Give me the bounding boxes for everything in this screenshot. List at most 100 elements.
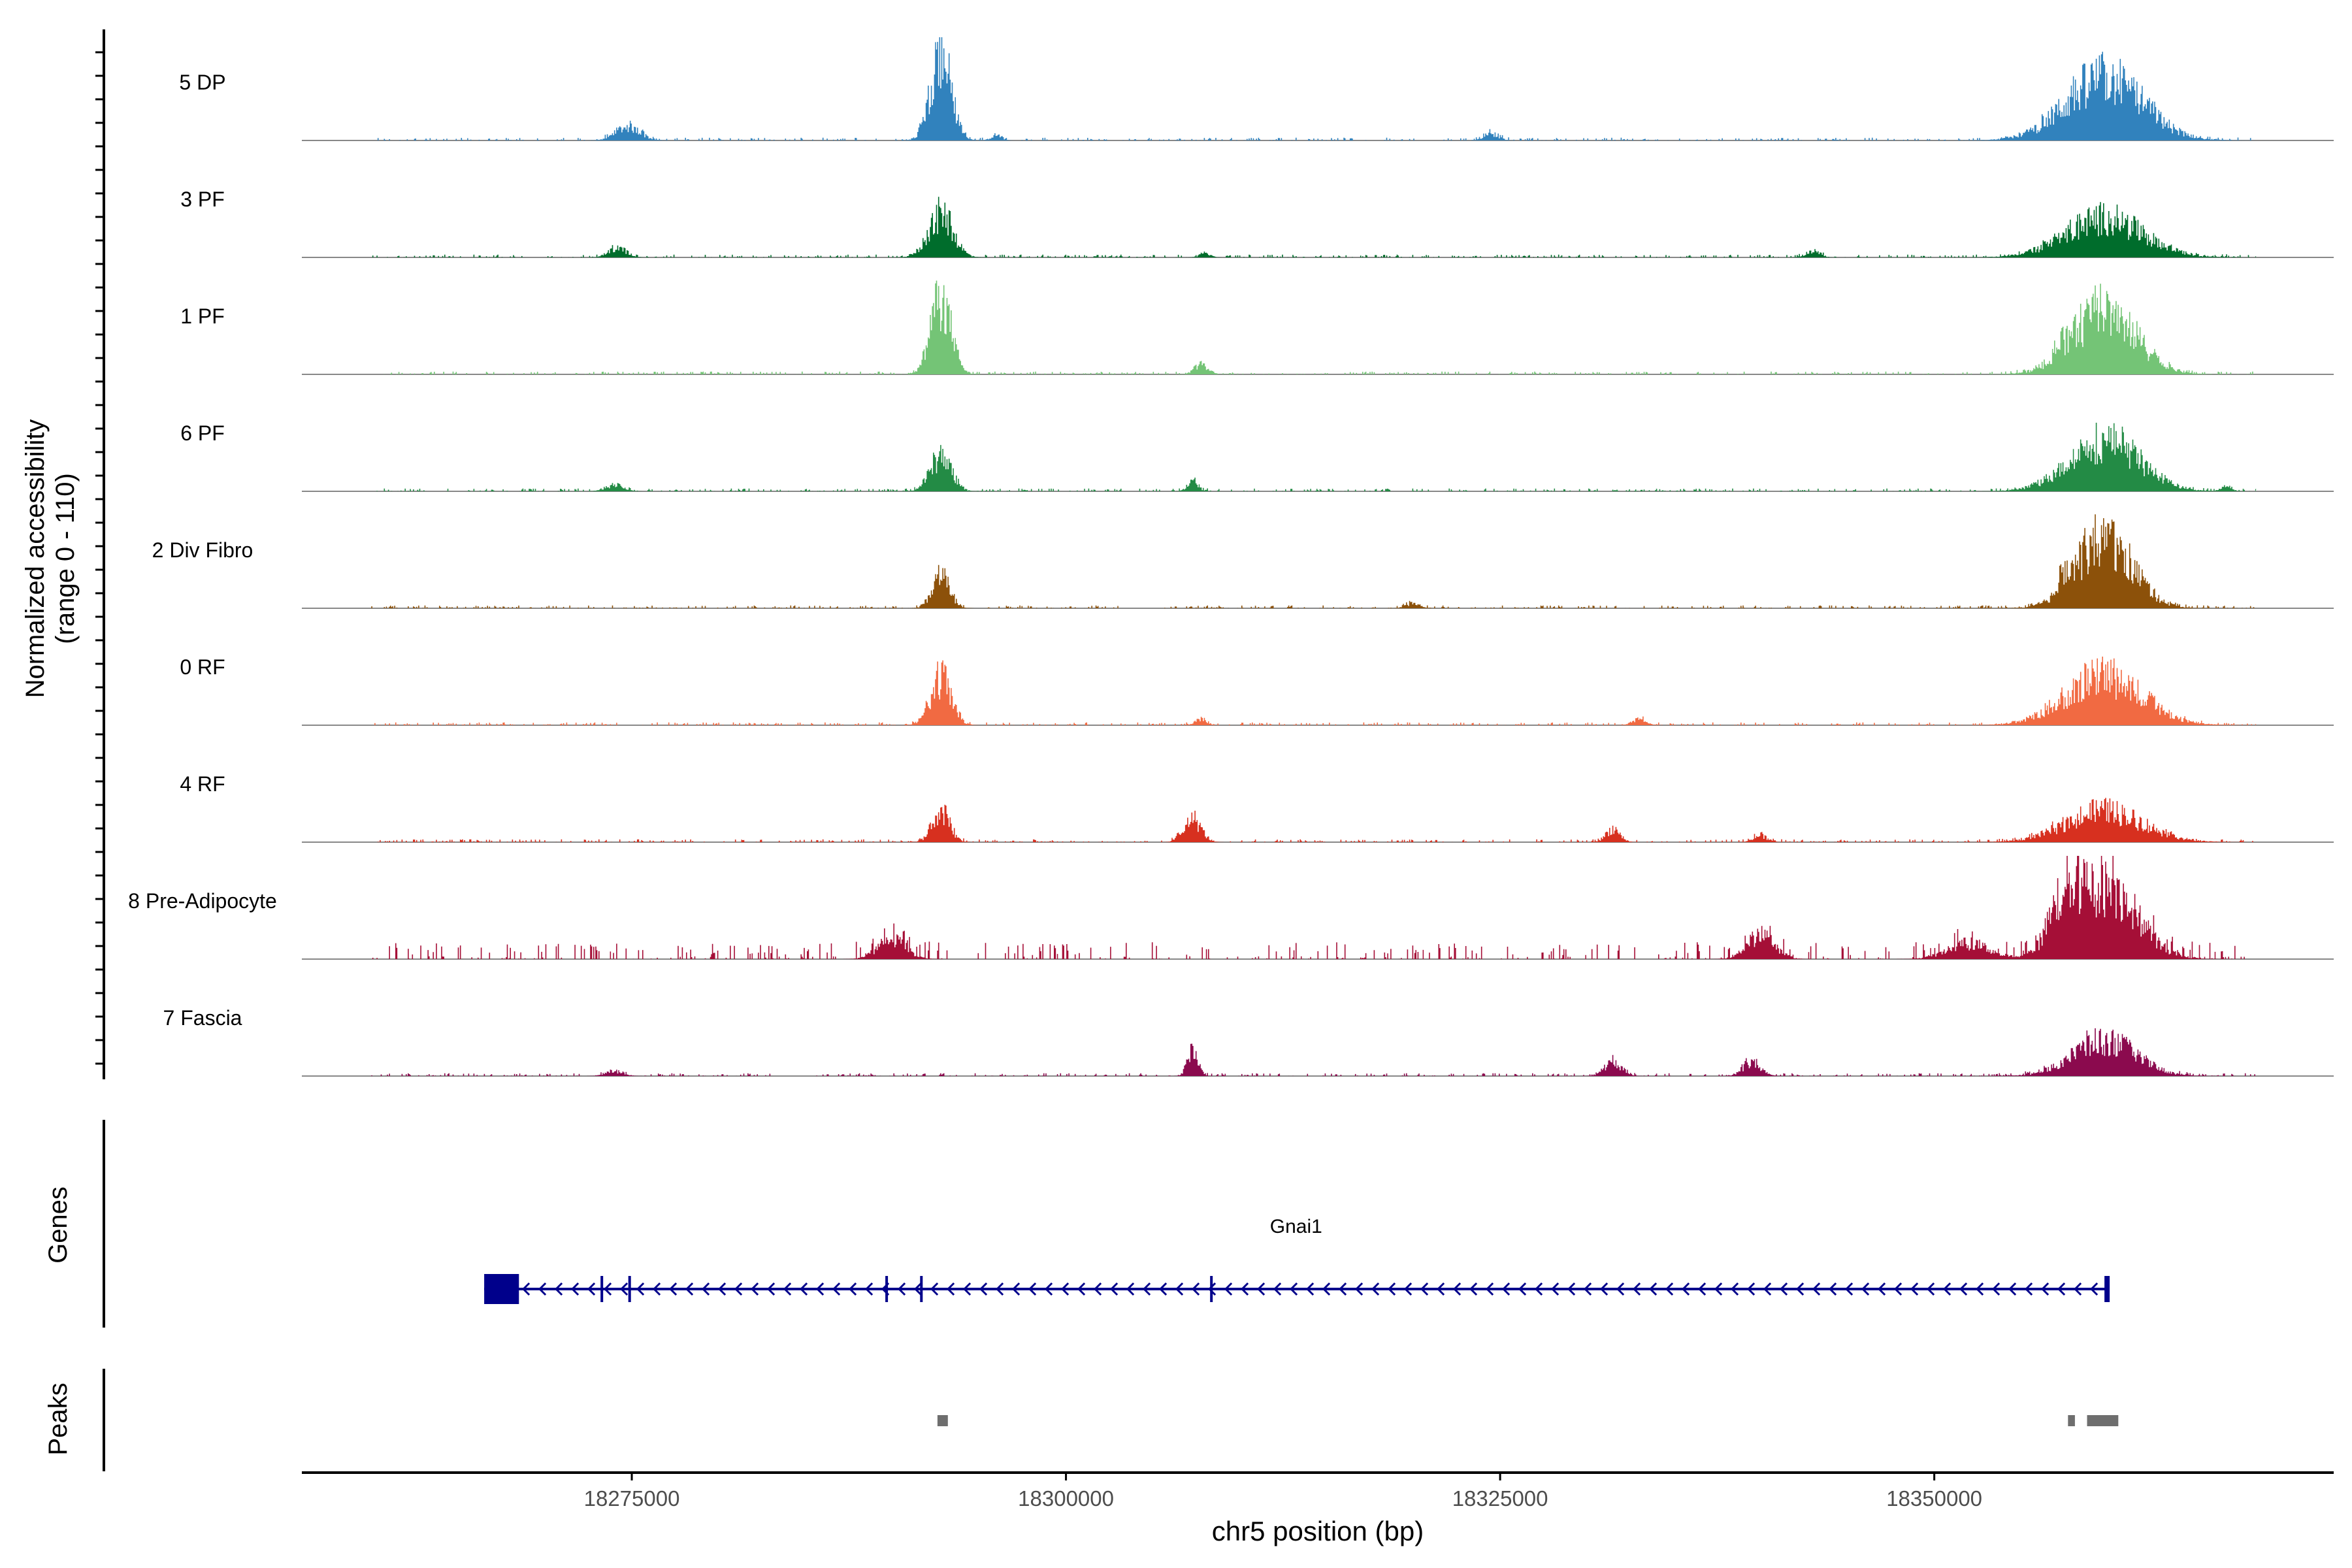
coverage-area (371, 423, 2257, 491)
strand-arrow (1338, 1282, 1347, 1296)
strand-arrow (1240, 1282, 1249, 1296)
strand-arrow (1175, 1282, 1184, 1296)
strand-arrow (1126, 1282, 1135, 1296)
strand-arrow (1273, 1282, 1282, 1296)
strand-arrow (946, 1282, 955, 1296)
strand-arrow (1093, 1282, 1102, 1296)
track-5-dp: 5 DP (179, 37, 2334, 141)
strand-arrow (521, 1282, 531, 1296)
strand-arrow (995, 1282, 1004, 1296)
gene-exon (885, 1276, 889, 1302)
strand-arrow (1910, 1282, 1919, 1296)
gene-exon (484, 1274, 519, 1304)
strand-arrow (1403, 1282, 1413, 1296)
strand-arrow (1256, 1282, 1266, 1296)
strand-arrow (1665, 1282, 1674, 1296)
strand-arrow (2024, 1282, 2033, 1296)
gene-exon (920, 1276, 923, 1302)
strand-arrow (538, 1282, 547, 1296)
x-tick-label: 18275000 (584, 1486, 680, 1511)
track-3-pf: 3 PF (180, 188, 2334, 258)
strand-arrow (1681, 1282, 1690, 1296)
strand-arrow (962, 1282, 972, 1296)
strand-arrow (750, 1282, 759, 1296)
gene-exon (600, 1276, 604, 1302)
strand-arrow (832, 1282, 841, 1296)
strand-arrow (1975, 1282, 1984, 1296)
gene-track: Gnai1 (484, 1216, 2110, 1304)
strand-arrow (1893, 1282, 1903, 1296)
strand-arrow (717, 1282, 727, 1296)
strand-arrow (1011, 1282, 1021, 1296)
gene-exon (2104, 1276, 2110, 1302)
strand-arrow (2073, 1282, 2082, 1296)
strand-arrow (1844, 1282, 1854, 1296)
strand-arrow (1191, 1282, 1200, 1296)
peaks-panel-label: Peaks (44, 1382, 73, 1455)
x-tick-label: 18300000 (1018, 1486, 1114, 1511)
strand-arrow (1322, 1282, 1331, 1296)
strand-arrow (1599, 1282, 1609, 1296)
strand-arrow (1583, 1282, 1592, 1296)
strand-arrow (930, 1282, 939, 1296)
strand-arrow (1746, 1282, 1756, 1296)
coverage-area (371, 1028, 2257, 1076)
track-8-pre-adipocyte: 8 Pre-Adipocyte (128, 856, 2334, 960)
strand-arrow (1452, 1282, 1462, 1296)
strand-arrow (1028, 1282, 1037, 1296)
strand-arrow (1305, 1282, 1315, 1296)
strand-arrow (1158, 1282, 1168, 1296)
strand-arrow (783, 1282, 792, 1296)
strand-arrow (1485, 1282, 1494, 1296)
strand-arrow (734, 1282, 743, 1296)
gene-exon (628, 1276, 631, 1302)
coverage-area (371, 197, 2257, 257)
strand-arrow (1109, 1282, 1119, 1296)
strand-arrow (1779, 1282, 1788, 1296)
track-label: 6 PF (180, 421, 225, 445)
strand-arrow (1420, 1282, 1429, 1296)
strand-arrow (1060, 1282, 1070, 1296)
coverage-area (371, 37, 2257, 140)
peak-region (937, 1415, 948, 1426)
strand-arrow (1697, 1282, 1707, 1296)
genes-panel-label: Genes (44, 1186, 73, 1264)
strand-arrow (1501, 1282, 1511, 1296)
x-axis-ticks: 18275000 18300000 18325000 18350000 (584, 1473, 1982, 1511)
track-7-fascia: 7 Fascia (163, 1006, 2334, 1077)
strand-arrow (1730, 1282, 1739, 1296)
strand-arrow (1812, 1282, 1821, 1296)
coverage-area (371, 514, 2257, 608)
strand-arrow (1861, 1282, 1870, 1296)
coverage-area (371, 657, 2257, 725)
strand-arrow (619, 1282, 629, 1296)
strand-arrow (1289, 1282, 1298, 1296)
strand-arrow (1616, 1282, 1625, 1296)
strand-arrow (701, 1282, 710, 1296)
strand-arrow (1632, 1282, 1641, 1296)
gene-name-label: Gnai1 (1270, 1216, 1322, 1237)
strand-arrow (815, 1282, 825, 1296)
gene-exon (1210, 1276, 1213, 1302)
strand-arrow (1550, 1282, 1560, 1296)
strand-arrow (1926, 1282, 1935, 1296)
strand-arrow (1763, 1282, 1772, 1296)
strand-arrow (1991, 1282, 2001, 1296)
strand-arrow (587, 1282, 596, 1296)
strand-arrow (570, 1282, 580, 1296)
strand-arrow (1224, 1282, 1233, 1296)
strand-arrow (897, 1282, 906, 1296)
track-label: 7 Fascia (163, 1006, 242, 1030)
track-label: 2 Div Fibro (152, 538, 253, 562)
track-label: 4 RF (180, 772, 225, 796)
track-label: 5 DP (179, 71, 225, 94)
strand-arrow (864, 1282, 874, 1296)
strand-arrow (848, 1282, 857, 1296)
coverage-area (371, 798, 2257, 842)
strand-arrow (652, 1282, 661, 1296)
strand-arrow (1371, 1282, 1380, 1296)
y-axis-title-line2: (range 0 - 110) (51, 473, 80, 644)
peak-regions-track (937, 1415, 2119, 1426)
strand-arrow (1959, 1282, 1968, 1296)
